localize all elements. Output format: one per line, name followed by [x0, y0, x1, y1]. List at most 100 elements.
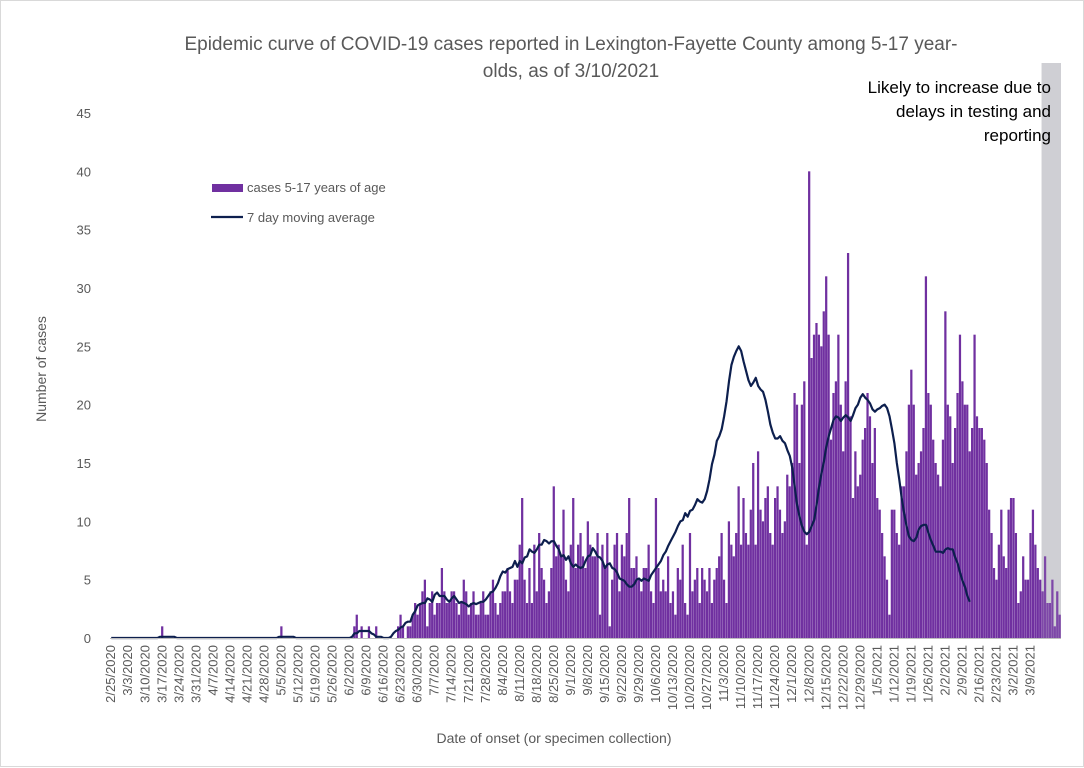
- bar: [849, 416, 852, 638]
- bar: [591, 556, 594, 638]
- y-tick-label: 0: [84, 631, 91, 646]
- x-tick-label: 12/22/2020: [835, 645, 850, 710]
- bar: [615, 533, 619, 638]
- x-tick-label: 11/3/2020: [716, 645, 731, 702]
- annotation: Likely to increase due to delays in testi…: [868, 78, 1051, 145]
- y-axis-label: Number of cases: [33, 316, 49, 422]
- x-tick-label: 5/26/2020: [325, 645, 340, 703]
- bar: [905, 451, 908, 638]
- bar: [518, 544, 521, 638]
- legend: cases 5-17 years of age 7 day moving aver…: [211, 180, 386, 225]
- bar: [856, 486, 859, 638]
- bar: [645, 568, 648, 638]
- bar: [547, 591, 551, 638]
- bar: [769, 533, 772, 638]
- bar: [603, 568, 606, 638]
- bar: [567, 591, 570, 638]
- bar: [443, 591, 446, 638]
- bar: [666, 556, 670, 638]
- y-tick-label: 45: [77, 106, 91, 121]
- bar: [684, 603, 687, 638]
- bar: [752, 463, 755, 638]
- bar: [360, 626, 363, 638]
- bar: [822, 311, 825, 638]
- x-tick-label: 9/15/2020: [597, 645, 612, 703]
- x-tick-label: 2/2/2021: [937, 645, 952, 696]
- bar: [552, 486, 555, 638]
- bar: [837, 334, 840, 638]
- bar: [808, 171, 811, 638]
- bar: [725, 603, 728, 638]
- bar: [1056, 591, 1059, 638]
- y-tick-label: 25: [77, 339, 91, 354]
- bar: [975, 416, 979, 638]
- bar: [418, 603, 422, 638]
- bar: [863, 428, 867, 638]
- bar: [907, 404, 911, 638]
- bar: [966, 404, 969, 638]
- bar: [462, 579, 465, 638]
- y-tick-label: 10: [77, 514, 91, 529]
- bar: [759, 509, 762, 638]
- bar: [688, 533, 692, 638]
- bar: [679, 579, 682, 638]
- bar: [504, 591, 507, 638]
- bar: [528, 568, 531, 638]
- x-tick-label: 5/19/2020: [308, 645, 323, 703]
- bar: [438, 603, 441, 638]
- bar: [511, 603, 514, 638]
- bar: [620, 544, 624, 638]
- bar: [445, 603, 448, 638]
- x-tick-label: 1/26/2021: [920, 645, 935, 703]
- x-tick-label: 11/10/2020: [733, 645, 748, 709]
- x-tick-label: 6/30/2020: [410, 645, 425, 703]
- bar: [941, 439, 945, 638]
- bar: [693, 579, 696, 638]
- bar: [448, 603, 451, 638]
- bar: [946, 404, 949, 638]
- bar: [722, 579, 726, 638]
- bar: [623, 556, 626, 638]
- x-tick-label: 11/17/2020: [750, 645, 765, 709]
- bar: [1046, 603, 1049, 638]
- bar: [854, 451, 857, 638]
- bar: [401, 626, 405, 638]
- bar: [890, 509, 893, 638]
- x-tick-label: 1/19/2021: [903, 645, 918, 703]
- bar: [1019, 591, 1022, 638]
- bar: [484, 614, 487, 638]
- bar: [479, 603, 482, 638]
- x-tick-label: 1/5/2021: [869, 645, 884, 696]
- bar: [598, 614, 602, 638]
- bar: [421, 591, 424, 638]
- bar: [674, 614, 677, 638]
- bar: [525, 603, 529, 638]
- y-tick-label: 20: [77, 398, 91, 413]
- bar: [871, 463, 874, 638]
- x-tick-label: 11/24/2020: [767, 645, 782, 709]
- x-tick-label: 12/1/2020: [784, 645, 799, 703]
- bar: [764, 498, 767, 638]
- bar: [900, 486, 903, 638]
- bar: [827, 334, 830, 638]
- bar: [737, 486, 740, 638]
- bar: [798, 463, 801, 638]
- x-tick-label: 2/16/2021: [972, 645, 987, 703]
- x-tick-label: 2/23/2021: [989, 645, 1004, 703]
- bar: [1000, 509, 1003, 638]
- x-tick-label: 10/6/2020: [648, 645, 663, 703]
- bar: [671, 591, 675, 638]
- annotation-line: reporting: [984, 126, 1051, 145]
- bar: [533, 544, 536, 638]
- x-tick-label: 7/28/2020: [478, 645, 493, 703]
- bar: [742, 498, 745, 638]
- bar: [698, 603, 701, 638]
- bar: [846, 253, 850, 638]
- bar: [606, 533, 609, 638]
- bar: [766, 486, 769, 638]
- bar: [586, 521, 589, 638]
- bar: [559, 556, 563, 638]
- x-tick-label: 10/13/2020: [665, 645, 680, 710]
- bar: [428, 603, 431, 638]
- x-axis: 2/25/2020 3/3/2020 3/10/2020 3/17/2020 3/24/…: [103, 638, 1061, 710]
